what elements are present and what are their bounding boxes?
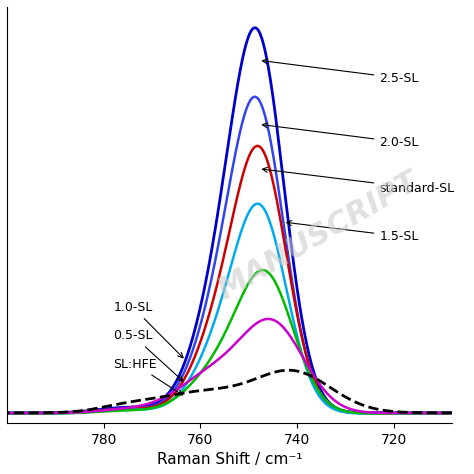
Text: 1.5-SL: 1.5-SL [287,220,419,243]
Text: 2.0-SL: 2.0-SL [263,123,419,148]
Text: 0.5-SL: 0.5-SL [113,329,183,381]
Text: 2.5-SL: 2.5-SL [263,59,419,84]
Text: MANUSCRIPT: MANUSCRIPT [213,166,424,305]
Text: standard-SL: standard-SL [263,167,455,195]
Text: 1.0-SL: 1.0-SL [113,301,183,358]
Text: SL:HFE: SL:HFE [113,358,182,395]
X-axis label: Raman Shift / cm⁻¹: Raman Shift / cm⁻¹ [156,452,302,467]
